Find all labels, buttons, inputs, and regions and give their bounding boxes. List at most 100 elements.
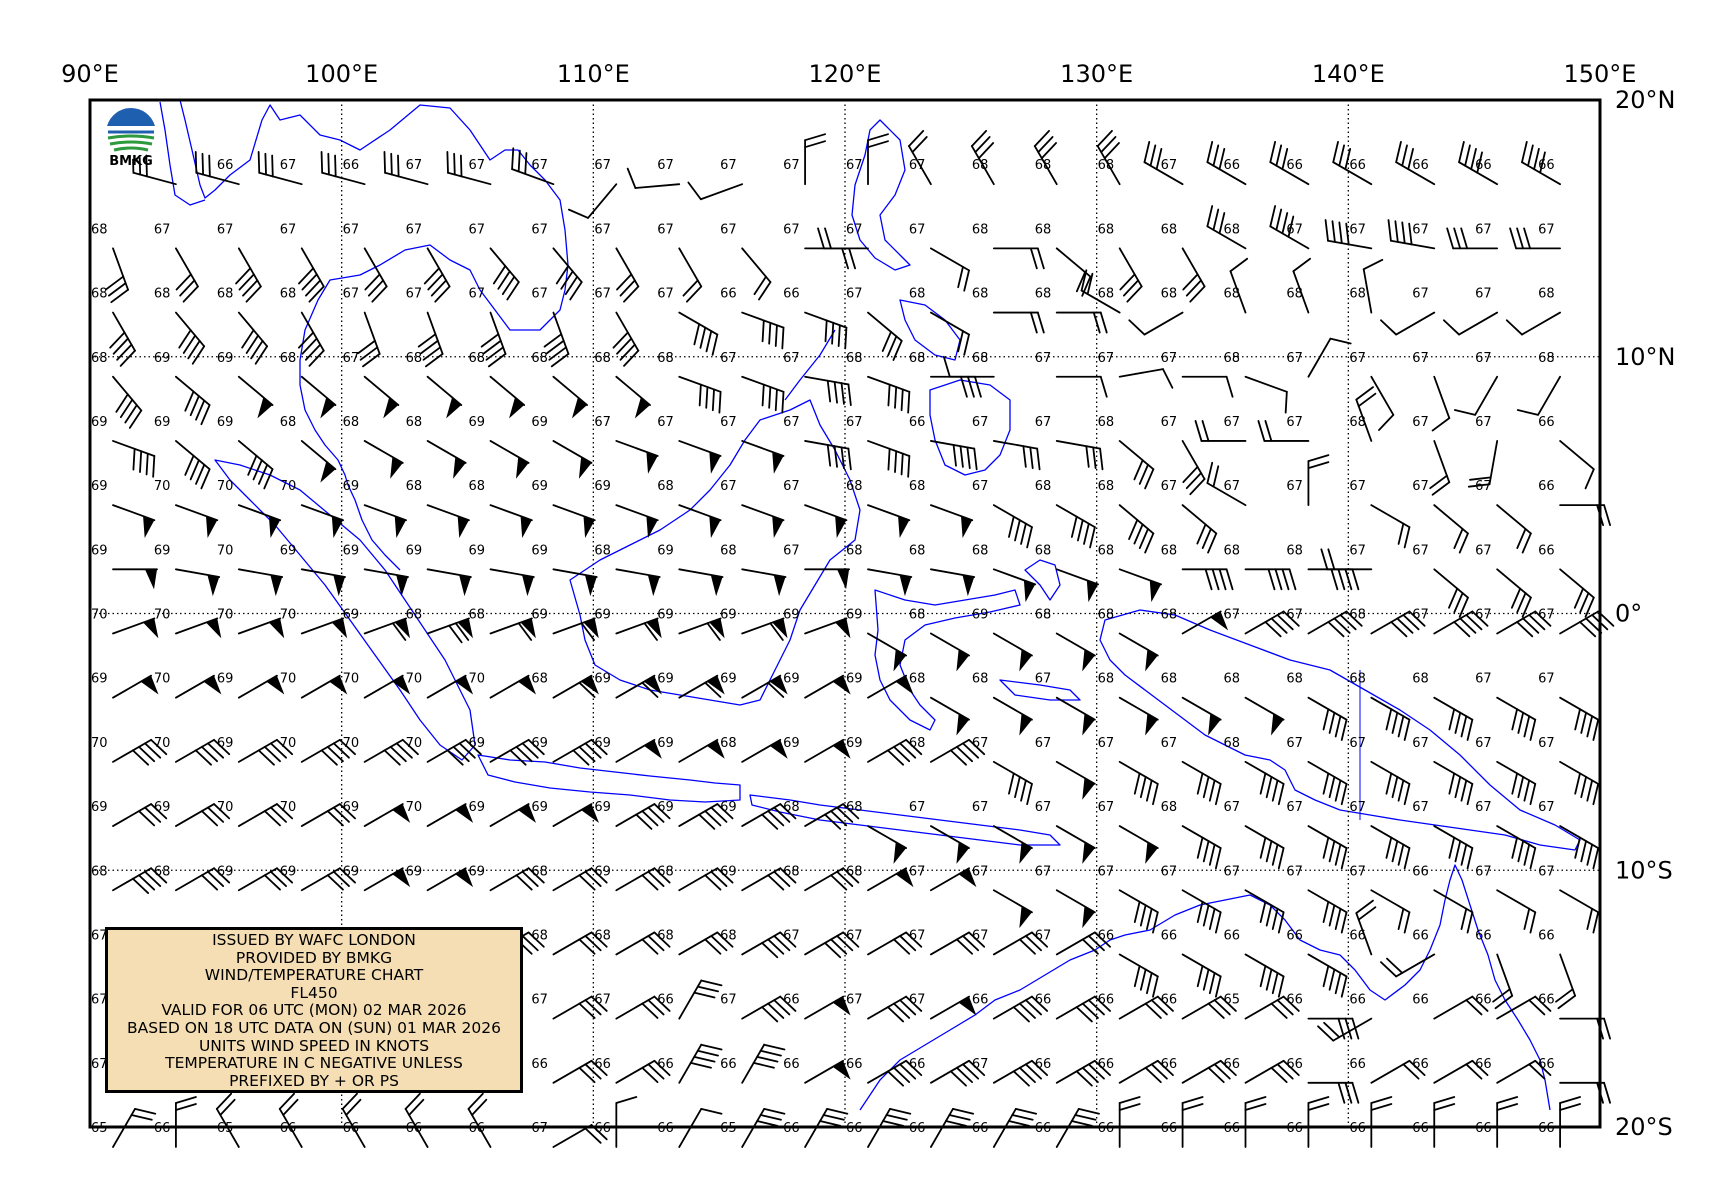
temperature-label: 68 <box>91 222 108 237</box>
wind-barb <box>1244 760 1285 806</box>
temperature-label: 67 <box>594 287 611 302</box>
temperature-label: 68 <box>1349 672 1366 687</box>
wind-barb <box>1509 227 1561 250</box>
wind-barb <box>383 151 429 186</box>
temperature-label: 67 <box>91 1057 108 1072</box>
wind-barb <box>741 674 788 699</box>
wind-barb <box>804 1059 851 1084</box>
wind-barb <box>1307 760 1348 806</box>
temperature-label: 66 <box>1035 1057 1052 1072</box>
temperature-label: 66 <box>783 1057 800 1072</box>
wind-barb <box>612 311 640 367</box>
temperature-label: 67 <box>1349 736 1366 751</box>
wind-barb <box>992 931 1049 956</box>
wind-barb <box>1307 454 1330 507</box>
wind-barb <box>363 568 409 597</box>
wind-barb <box>1433 504 1469 554</box>
coastline-palawan <box>784 329 836 401</box>
wind-barb <box>552 375 589 419</box>
wind-barb <box>678 375 722 414</box>
temperature-label: 66 <box>1412 993 1429 1008</box>
wind-barb <box>867 440 911 478</box>
temperature-label: 66 <box>217 158 234 173</box>
wind-barb <box>1496 696 1537 741</box>
wind-barb <box>300 440 337 483</box>
wind-barb <box>1429 440 1451 496</box>
wind-barb <box>992 247 1045 270</box>
temperature-label: 70 <box>154 736 171 751</box>
temperature-label: 66 <box>1224 158 1241 173</box>
temperature-label: 69 <box>720 672 737 687</box>
temperature-label: 67 <box>1035 672 1052 687</box>
wind-barb <box>1433 825 1474 870</box>
wind-barb <box>1559 889 1600 934</box>
wind-barb <box>992 995 1049 1023</box>
wind-barb <box>615 504 659 538</box>
temperature-label: 69 <box>783 736 800 751</box>
coastline-australia <box>859 864 1551 1111</box>
wind-barb <box>237 867 294 892</box>
wind-barb <box>615 617 662 641</box>
temperature-label: 67 <box>280 158 297 173</box>
temperature-label: 68 <box>531 928 548 943</box>
temperature-label: 66 <box>1286 993 1303 1008</box>
info-line-units: UNITS WIND SPEED IN KNOTS <box>198 1036 430 1055</box>
temperature-label: 69 <box>783 608 800 623</box>
wind-barb <box>1516 375 1561 416</box>
wind-barb <box>1433 1059 1489 1084</box>
wind-barb <box>1181 760 1222 806</box>
temperature-label: 69 <box>469 800 486 815</box>
wind-barb <box>678 311 719 356</box>
wind-barb <box>543 311 570 368</box>
temperature-label: 68 <box>1161 608 1178 623</box>
longitude-label: 110°E <box>557 60 630 88</box>
wind-barb <box>300 674 348 699</box>
temperature-label: 68 <box>1538 351 1555 366</box>
temperature-label: 69 <box>594 800 611 815</box>
wind-barb <box>804 1107 849 1148</box>
wind-barb <box>1118 1096 1141 1148</box>
wind-barb <box>1181 247 1206 303</box>
wind-barb <box>804 375 852 407</box>
temperature-label: 66 <box>1412 864 1429 879</box>
temperature-label: 67 <box>469 287 486 302</box>
temperature-label: 66 <box>783 993 800 1008</box>
temperature-label: 68 <box>91 864 108 879</box>
coastline-java <box>477 754 741 803</box>
temperature-label: 66 <box>1098 928 1115 943</box>
wind-barb <box>1244 1096 1267 1148</box>
wind-barb <box>804 440 852 471</box>
wind-barb <box>992 1059 1049 1087</box>
wind-barb <box>615 995 671 1020</box>
temperature-label: 66 <box>1538 928 1555 943</box>
temperature-label: 68 <box>1349 415 1366 430</box>
wind-barb <box>1453 375 1499 416</box>
wind-barb <box>1505 311 1561 336</box>
wind-barb <box>1055 825 1096 864</box>
temperature-label: 69 <box>154 415 171 430</box>
temperature-label: 67 <box>1286 800 1303 815</box>
wind-barb <box>1269 140 1310 186</box>
info-line-provider: PROVIDED BY BMKG <box>235 948 393 967</box>
wind-barb <box>1496 1059 1552 1084</box>
wind-barb <box>1055 568 1099 603</box>
temperature-label: 67 <box>1475 800 1492 815</box>
temperature-label: 68 <box>217 287 234 302</box>
wind-barb <box>908 129 932 186</box>
temperature-label: 68 <box>406 351 423 366</box>
wind-barb <box>480 311 507 368</box>
temperature-label: 66 <box>1224 928 1241 943</box>
temperature-label: 67 <box>1098 351 1115 366</box>
coastline-luzon <box>851 119 911 271</box>
temperature-label: 67 <box>1412 608 1429 623</box>
wind-barb <box>1433 568 1469 618</box>
wind-barb <box>1244 889 1285 934</box>
wind-barb <box>237 803 294 827</box>
temperature-label: 69 <box>217 415 234 430</box>
temperature-label: 68 <box>1035 222 1052 237</box>
wind-barb <box>552 440 593 479</box>
info-line-issuer: ISSUED BY WAFC LONDON <box>212 931 416 949</box>
wind-barb <box>235 247 262 303</box>
temperature-label: 68 <box>1286 287 1303 302</box>
wind-barb <box>552 803 599 827</box>
